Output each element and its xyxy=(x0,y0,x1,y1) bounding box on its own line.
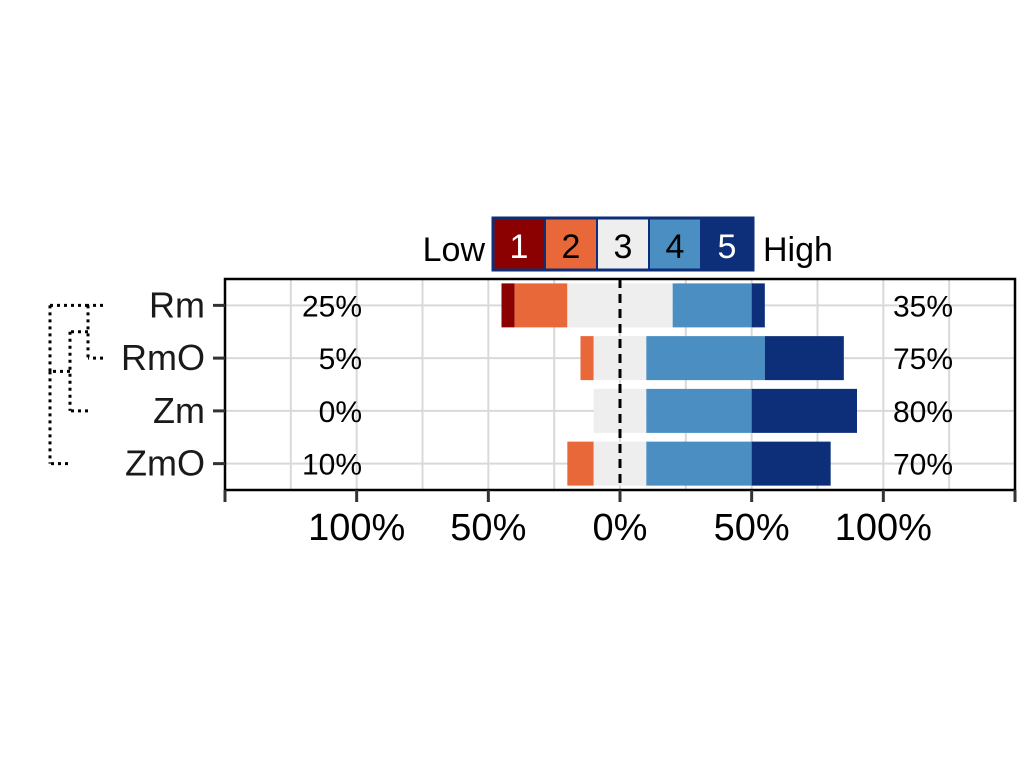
category-label: ZmO xyxy=(125,443,205,484)
legend-level-label: 3 xyxy=(614,228,633,266)
left-percent-label: 10% xyxy=(302,449,362,482)
right-percent-label: 70% xyxy=(893,449,953,482)
bar-RmO-level-4 xyxy=(646,336,765,381)
legend-frame xyxy=(491,216,755,272)
x-tick-label: 100% xyxy=(308,507,405,549)
legend-level-label: 2 xyxy=(562,228,581,266)
x-tick-label: 50% xyxy=(450,507,526,549)
dendrogram xyxy=(48,303,103,466)
category-label: Rm xyxy=(149,284,205,325)
left-percent-label: 25% xyxy=(302,290,362,323)
right-percent-label: 80% xyxy=(893,396,953,429)
category-label: Zm xyxy=(153,390,205,431)
bar-Rm-level-5 xyxy=(751,283,765,328)
bars xyxy=(501,283,857,486)
y-axis-labels: Rm RmO Zm ZmO xyxy=(121,284,225,484)
bar-RmO-level-5 xyxy=(764,336,844,381)
legend-high-label: High xyxy=(763,231,833,269)
bar-Rm-level-1 xyxy=(501,283,515,328)
bar-ZmO-level-4 xyxy=(646,441,752,486)
legend-level-label: 5 xyxy=(718,228,737,266)
bar-Zm-level-3 xyxy=(593,388,647,433)
legend-level-label: 1 xyxy=(510,228,529,266)
category-label: RmO xyxy=(121,337,205,378)
x-axis: 100% 50% 0% 50% 100% xyxy=(223,490,1017,549)
x-tick-label: 50% xyxy=(714,507,790,549)
bar-ZmO-level-2 xyxy=(567,441,594,486)
bar-Zm-level-5 xyxy=(751,388,857,433)
legend-low-label: Low xyxy=(423,231,486,269)
bar-ZmO-level-5 xyxy=(751,441,831,486)
right-percent-label: 35% xyxy=(893,290,953,323)
percent-labels: 25% 35% 5% 75% 0% 80% 10% 70% xyxy=(302,290,953,481)
bar-Rm-level-3 xyxy=(567,283,673,328)
x-tick-label: 0% xyxy=(593,507,648,549)
right-percent-label: 75% xyxy=(893,343,953,376)
legend: Low 1 2 3 4 5 High xyxy=(423,216,833,272)
left-percent-label: 5% xyxy=(319,343,362,376)
bar-Rm-level-2 xyxy=(514,283,568,328)
bar-Rm-level-4 xyxy=(672,283,752,328)
left-percent-label: 0% xyxy=(319,396,362,429)
plot-area: 25% 35% 5% 75% 0% 80% 10% 70% xyxy=(223,277,1017,492)
legend-level-label: 4 xyxy=(666,228,685,266)
bar-RmO-level-2 xyxy=(580,336,594,381)
bar-Zm-level-4 xyxy=(646,388,752,433)
x-tick-label: 100% xyxy=(835,507,932,549)
